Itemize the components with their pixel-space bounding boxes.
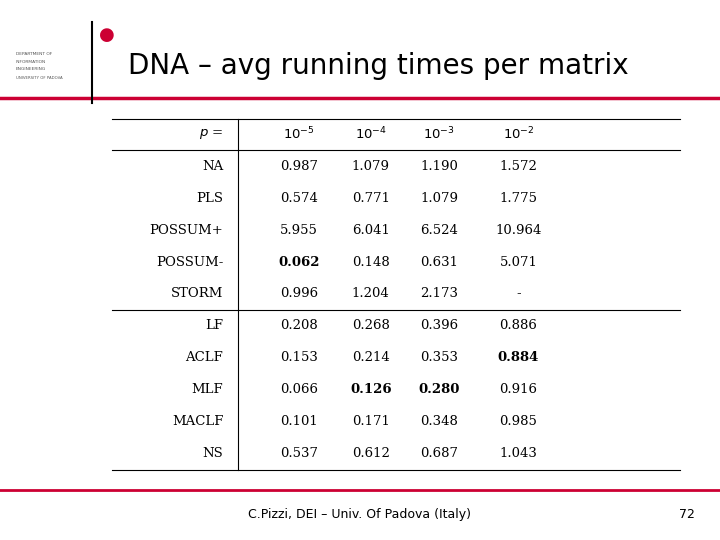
Text: 0.771: 0.771	[352, 192, 390, 205]
Text: NS: NS	[202, 447, 223, 460]
Text: $10^{-3}$: $10^{-3}$	[423, 126, 455, 143]
Text: DNA – avg running times per matrix: DNA – avg running times per matrix	[128, 52, 629, 80]
Text: ENGINEERING: ENGINEERING	[16, 67, 46, 71]
Text: 1.204: 1.204	[352, 287, 390, 300]
Text: 1.572: 1.572	[500, 160, 537, 173]
Text: $10^{-5}$: $10^{-5}$	[283, 126, 315, 143]
Text: 0.574: 0.574	[280, 192, 318, 205]
Text: 0.353: 0.353	[420, 352, 458, 365]
Text: 0.214: 0.214	[352, 352, 390, 365]
Text: 0.062: 0.062	[278, 255, 320, 268]
Text: C.Pizzi, DEI – Univ. Of Padova (Italy): C.Pizzi, DEI – Univ. Of Padova (Italy)	[248, 508, 472, 521]
Text: 1.043: 1.043	[500, 447, 537, 460]
Text: 1.079: 1.079	[352, 160, 390, 173]
Text: 0.066: 0.066	[280, 383, 318, 396]
Text: 10.964: 10.964	[495, 224, 541, 237]
Text: LF: LF	[205, 320, 223, 333]
Text: 5.071: 5.071	[500, 255, 537, 268]
Text: 0.985: 0.985	[500, 415, 537, 428]
Text: 5.955: 5.955	[280, 224, 318, 237]
Text: MLF: MLF	[192, 383, 223, 396]
Text: 0.208: 0.208	[280, 320, 318, 333]
Text: 1.079: 1.079	[420, 192, 458, 205]
Text: ACLF: ACLF	[186, 352, 223, 365]
Text: 0.631: 0.631	[420, 255, 458, 268]
Text: MACLF: MACLF	[172, 415, 223, 428]
Text: -: -	[516, 287, 521, 300]
Text: 0.280: 0.280	[418, 383, 460, 396]
Text: 1.775: 1.775	[500, 192, 537, 205]
Text: 0.153: 0.153	[280, 352, 318, 365]
Text: 1.190: 1.190	[420, 160, 458, 173]
Text: 0.612: 0.612	[352, 447, 390, 460]
Text: INFORMATION: INFORMATION	[16, 59, 46, 64]
Text: $p$ =: $p$ =	[199, 127, 223, 141]
Text: 0.884: 0.884	[498, 352, 539, 365]
Text: NA: NA	[202, 160, 223, 173]
Text: $10^{-2}$: $10^{-2}$	[503, 126, 534, 143]
Text: 6.041: 6.041	[352, 224, 390, 237]
Text: 0.886: 0.886	[500, 320, 537, 333]
Text: 6.524: 6.524	[420, 224, 458, 237]
Text: ●: ●	[99, 26, 114, 44]
Text: POSSUM-: POSSUM-	[156, 255, 223, 268]
Text: STORM: STORM	[171, 287, 223, 300]
Text: 0.996: 0.996	[280, 287, 318, 300]
Text: 0.268: 0.268	[352, 320, 390, 333]
Text: PLS: PLS	[196, 192, 223, 205]
Text: 0.916: 0.916	[500, 383, 537, 396]
Text: UNIVERSITY OF PADOVA: UNIVERSITY OF PADOVA	[16, 76, 63, 80]
Text: 0.687: 0.687	[420, 447, 458, 460]
Text: 72: 72	[679, 508, 695, 521]
Text: 0.171: 0.171	[352, 415, 390, 428]
Text: 0.148: 0.148	[352, 255, 390, 268]
Text: $10^{-4}$: $10^{-4}$	[355, 126, 387, 143]
Text: 0.101: 0.101	[280, 415, 318, 428]
Text: DEPARTMENT OF: DEPARTMENT OF	[16, 52, 52, 56]
Text: 0.396: 0.396	[420, 320, 458, 333]
Text: 0.537: 0.537	[280, 447, 318, 460]
Text: 0.348: 0.348	[420, 415, 458, 428]
Text: 2.173: 2.173	[420, 287, 458, 300]
Text: POSSUM+: POSSUM+	[150, 224, 223, 237]
Text: 0.987: 0.987	[280, 160, 318, 173]
Text: 0.126: 0.126	[350, 383, 392, 396]
